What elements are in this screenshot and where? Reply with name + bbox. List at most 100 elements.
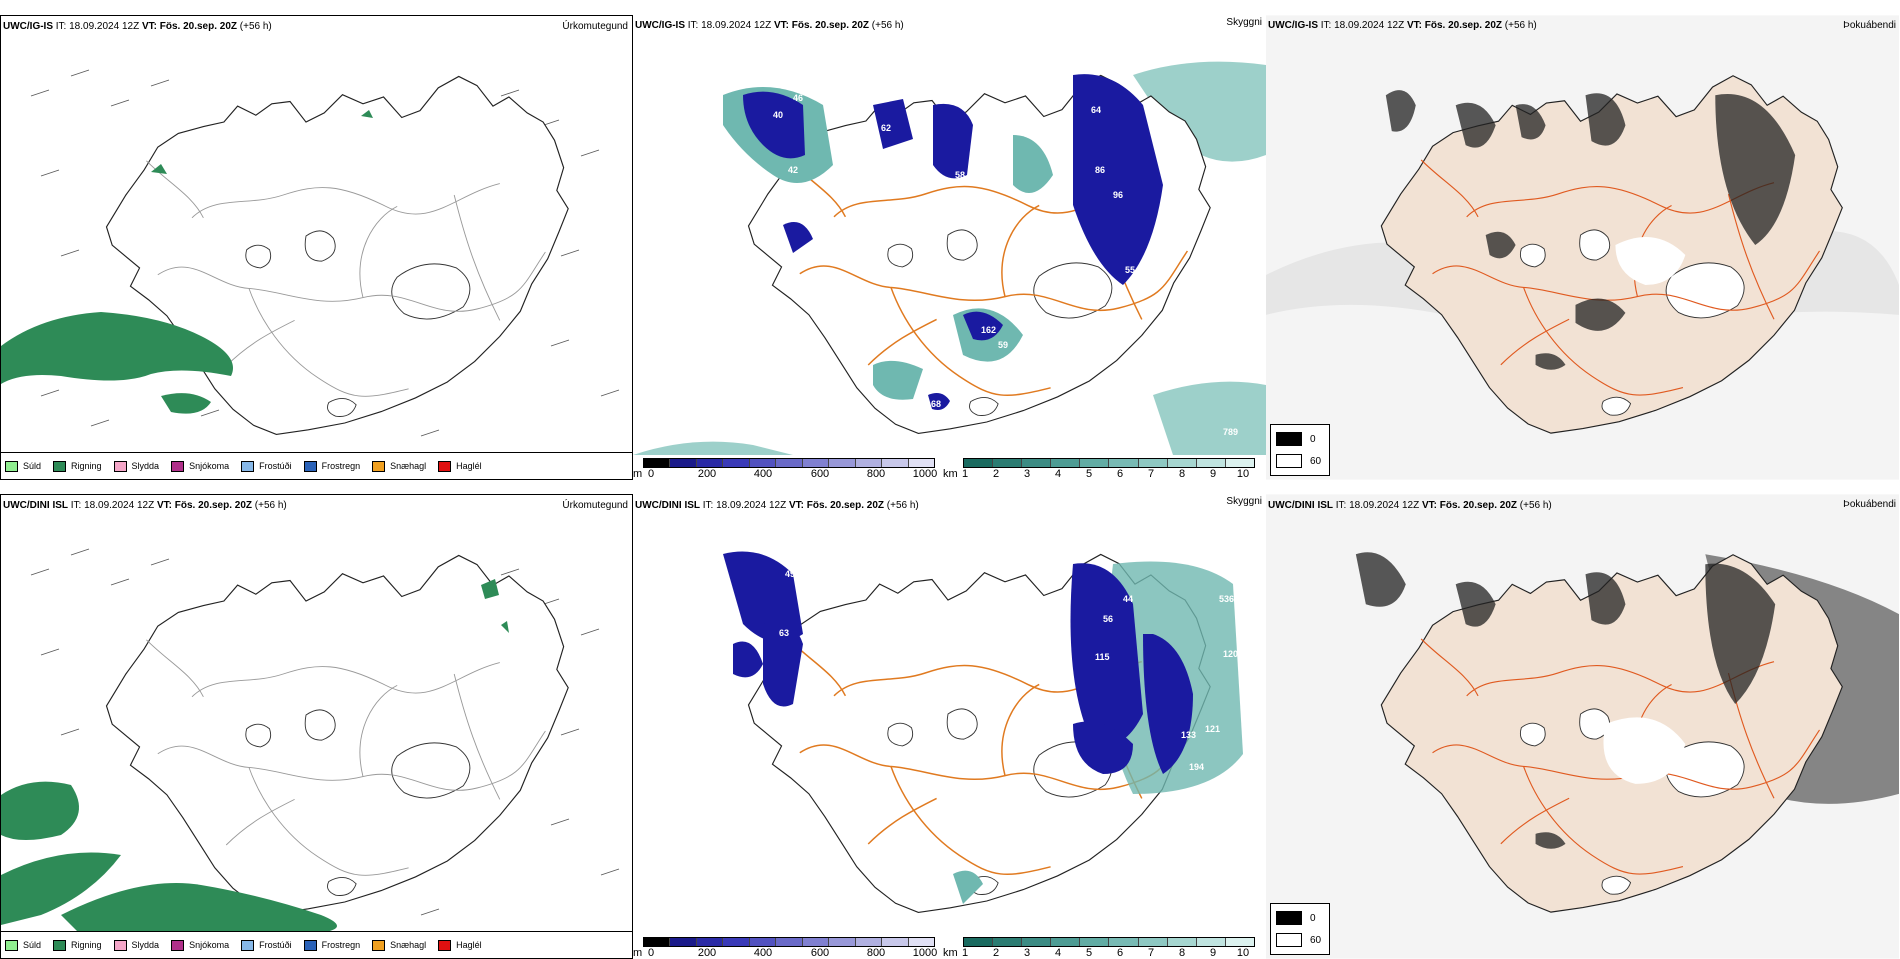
visibility-label: 44 bbox=[1123, 594, 1134, 604]
visibility-label: 70 bbox=[831, 217, 842, 227]
visibility-label: 86 bbox=[1095, 165, 1106, 175]
visibility-label: 115 bbox=[1095, 652, 1110, 662]
visibility-label: 536 bbox=[1219, 594, 1235, 604]
legend-swatch bbox=[241, 460, 255, 472]
visibility-unit: km bbox=[943, 468, 958, 480]
visibility-label: 62 bbox=[881, 123, 892, 133]
visibility-label: 55 bbox=[1125, 265, 1136, 275]
elevation-scale-bar bbox=[643, 458, 935, 468]
visibility-label: 64 bbox=[779, 549, 790, 559]
cloud-panel-bottom: Þokuábendi 0 60 bbox=[1266, 494, 1900, 959]
legend-swatch bbox=[171, 460, 185, 472]
legend-swatch bbox=[5, 939, 18, 951]
visibility-label: 162 bbox=[981, 325, 997, 335]
visibility-label: 69 bbox=[803, 672, 814, 682]
cloud-legend-row: 60 bbox=[1276, 933, 1321, 947]
legend-item: Frostregn bbox=[303, 460, 360, 472]
cloud-legend-row: 0 bbox=[1276, 432, 1316, 446]
visibility-label: 68 bbox=[931, 399, 942, 409]
visibility-label: 194 bbox=[1189, 762, 1205, 772]
legend-item: Snjókoma bbox=[171, 460, 229, 472]
elevation-scale: m 0 200 400 600 800 1000 bbox=[633, 458, 943, 480]
legend-item: Snæhagl bbox=[372, 939, 426, 951]
precip-legend: Súld Rigning Slydda Snjókoma Frostúði Fr… bbox=[1, 931, 632, 958]
cloud-panel-top: Þokuábendi 0 60 bbox=[1266, 15, 1900, 480]
cloud-title-top: UWC/IG-IS IT: 18.09.2024 12Z VT: Fös. 20… bbox=[1268, 20, 1537, 31]
panel-type-label: Þokuábendi bbox=[1843, 499, 1896, 510]
elevation-unit: m bbox=[633, 947, 643, 959]
visibility-label: 789 bbox=[1223, 427, 1239, 437]
cloud-legend-row: 0 bbox=[1276, 911, 1316, 925]
visibility-label: 59 bbox=[998, 340, 1009, 350]
legend-swatch bbox=[5, 460, 18, 472]
precip-map-top bbox=[1, 69, 620, 437]
cloud-title-bottom: UWC/DINI ISL IT: 18.09.2024 12Z VT: Fös.… bbox=[1268, 500, 1552, 511]
sea-fog bbox=[633, 61, 1266, 455]
precip-panel-top: UWC/IG-IS IT: 18.09.2024 12Z VT: Fös. 20… bbox=[0, 15, 633, 480]
visibility-label: 64 bbox=[1091, 105, 1102, 115]
cloud-map-bottom bbox=[1266, 494, 1899, 959]
visibility-scale: km 1 2 3 4 5 6 7 8 9 10 bbox=[943, 937, 1266, 959]
visibility-label: 121 bbox=[1205, 724, 1221, 734]
panel-title: UWC/IG-IS IT: 18.09.2024 12Z VT: Fös. 20… bbox=[3, 21, 272, 32]
precip-legend: Súld Rigning Slydda Snjókoma Frostúði Fr… bbox=[1, 452, 632, 479]
panel-type-label: Skyggni bbox=[1226, 496, 1262, 507]
panel-type-label: Skyggni bbox=[1226, 17, 1262, 28]
legend-item: Snæhagl bbox=[372, 460, 426, 472]
visibility-scale: km 1 2 3 4 5 6 7 8 9 10 bbox=[943, 458, 1266, 480]
panel-title: UWC/DINI ISL IT: 18.09.2024 12Z VT: Fös.… bbox=[3, 500, 287, 511]
elevation-scale: m 0 200 400 600 800 1000 bbox=[633, 937, 943, 959]
iceland-outline bbox=[105, 554, 569, 914]
legend-item: Frostúði bbox=[241, 460, 292, 472]
elevation-unit: m bbox=[633, 468, 643, 480]
visibility-label: 42 bbox=[788, 165, 799, 175]
low-visibility bbox=[723, 74, 1163, 410]
visibility-unit: km bbox=[943, 947, 958, 959]
visibility-label: 58 bbox=[955, 170, 966, 180]
visibility-label: 46 bbox=[793, 93, 804, 103]
legend-swatch bbox=[303, 460, 317, 472]
precip-panel-bottom: UWC/DINI ISL IT: 18.09.2024 12Z VT: Fös.… bbox=[0, 494, 633, 959]
visibility-panel-bottom: 64 49 38 63 69 56 44 115 120 133 121 194… bbox=[633, 494, 1266, 959]
visibility-panel-top: 46 40 42 70 62 58 64 86 96 91 55 162 59 … bbox=[633, 15, 1266, 480]
panel-type-label: Úrkomutegund bbox=[562, 500, 628, 511]
visibility-label: 96 bbox=[1113, 190, 1124, 200]
legend-item: Frostúði bbox=[241, 939, 292, 951]
legend-swatch bbox=[241, 939, 255, 951]
visibility-title-top: UWC/IG-IS IT: 18.09.2024 12Z VT: Fös. 20… bbox=[635, 20, 904, 31]
low-visibility bbox=[723, 551, 1243, 904]
visibility-scale-bar bbox=[963, 458, 1255, 468]
visibility-scales: m 0 200 400 600 800 1000 km 1 2 3 4 5 6 bbox=[633, 456, 1266, 480]
legend-item: Slydda bbox=[113, 939, 159, 951]
legend-swatch bbox=[438, 460, 452, 472]
visibility-label: 49 bbox=[785, 569, 796, 579]
legend-item: Súld bbox=[5, 939, 41, 951]
panel-type-label: Þokuábendi bbox=[1843, 20, 1896, 31]
legend-item: Rigning bbox=[53, 460, 102, 472]
visibility-label: 56 bbox=[1103, 614, 1114, 624]
visibility-label: 38 bbox=[805, 590, 816, 600]
legend-swatch bbox=[372, 460, 386, 472]
cloud-legend: 0 60 bbox=[1270, 424, 1330, 476]
visibility-label: 120 bbox=[1223, 649, 1239, 659]
rain-area bbox=[1, 579, 509, 935]
visibility-label: 696 bbox=[1231, 574, 1247, 584]
iceland-outline bbox=[105, 75, 569, 435]
legend-swatch bbox=[113, 460, 127, 472]
elevation-scale-bar bbox=[643, 937, 935, 947]
cloud-legend: 0 60 bbox=[1270, 903, 1330, 955]
legend-item: Rigning bbox=[53, 939, 102, 951]
legend-swatch bbox=[438, 939, 452, 951]
legend-item: Súld bbox=[5, 460, 41, 472]
visibility-label: 50 bbox=[909, 400, 920, 410]
legend-swatch bbox=[53, 460, 67, 472]
visibility-label: 91 bbox=[1048, 213, 1059, 223]
panel-type-label: Úrkomutegund bbox=[562, 21, 628, 32]
legend-swatch bbox=[372, 939, 386, 951]
visibility-map-bottom bbox=[723, 551, 1243, 913]
visibility-label: 133 bbox=[1181, 730, 1197, 740]
legend-swatch bbox=[303, 939, 317, 951]
precip-map-bottom bbox=[1, 548, 620, 935]
rain-area bbox=[1, 110, 373, 414]
visibility-map-top bbox=[633, 61, 1266, 455]
